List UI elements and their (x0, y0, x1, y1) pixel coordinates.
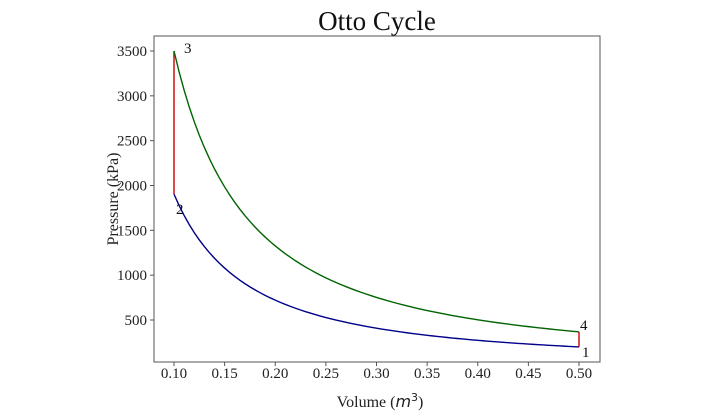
y-tick-label: 1500 (117, 223, 147, 239)
x-axis-label: Volume (m3) (337, 391, 424, 411)
cycle-lines (173, 50, 580, 348)
series-3-4 (173, 50, 580, 333)
y-tick-label: 3500 (117, 44, 147, 60)
x-tick-label: 0.50 (566, 366, 592, 382)
x-tick-label: 0.30 (363, 366, 389, 382)
series-1-2 (173, 193, 580, 348)
y-axis-label: Pressure (kPa) (105, 153, 122, 246)
y-tick-label: 2000 (117, 179, 147, 195)
x-axis-label-close: ) (418, 394, 423, 411)
state-labels: 1 2 3 4 (176, 41, 590, 361)
y-tick-label: 1000 (117, 268, 147, 284)
x-axis-ticks: 0.10 0.15 0.20 0.25 0.30 0.35 0.40 0.45 0.50 (161, 362, 592, 382)
x-tick-label: 0.40 (465, 366, 491, 382)
state-label-4: 4 (580, 318, 588, 334)
y-tick-label: 3000 (117, 89, 147, 105)
y-axis-ticks: 500 1000 1500 2000 2500 3000 3500 (117, 44, 154, 329)
x-tick-label: 0.20 (262, 366, 288, 382)
plot-frame (153, 35, 601, 363)
x-tick-label: 0.35 (414, 366, 440, 382)
x-tick-label: 0.25 (313, 366, 339, 382)
x-tick-label: 0.15 (212, 366, 238, 382)
x-axis-label-exp: 3 (411, 391, 418, 404)
state-label-1: 1 (582, 345, 590, 361)
state-label-2: 2 (176, 202, 184, 218)
y-tick-label: 500 (125, 313, 148, 329)
state-label-3: 3 (184, 41, 192, 57)
x-axis-label-text: Volume ( (337, 394, 396, 411)
x-axis-label-unit: m (395, 392, 411, 411)
y-tick-label: 2500 (117, 134, 147, 150)
x-tick-label: 0.10 (161, 366, 187, 382)
chart-title: Otto Cycle (318, 6, 436, 36)
x-tick-label: 0.45 (515, 366, 541, 382)
